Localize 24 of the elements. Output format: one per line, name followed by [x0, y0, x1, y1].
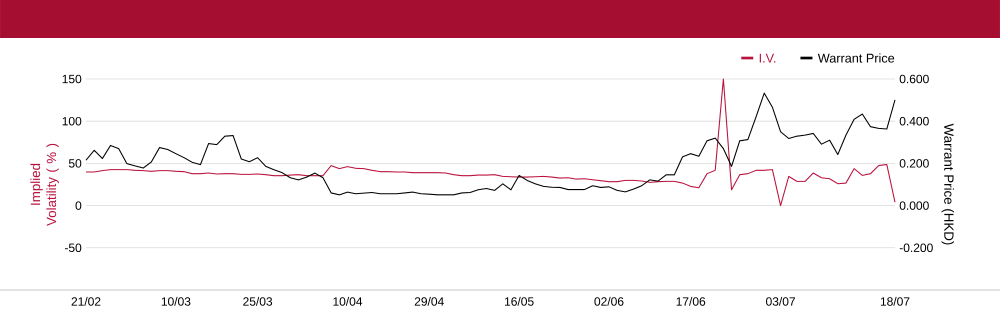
- y2-tick-label: 0.600: [900, 74, 929, 84]
- y2-tick-label: 0.200: [900, 159, 929, 168]
- y2-axis-title: Warrant Price (HKD): [942, 124, 954, 245]
- x-tick-label: 25/03: [243, 296, 272, 306]
- legend-label: I.V.: [760, 54, 776, 63]
- x-tick-label: 29/04: [414, 296, 444, 306]
- y2-tick-label: 0.000: [900, 201, 929, 210]
- x-tick-label: 18/07: [880, 296, 910, 306]
- y-tick-label: 0: [76, 201, 82, 210]
- y2-tick-label: 0.400: [900, 116, 929, 126]
- y-tick-label: 150: [62, 74, 82, 84]
- x-tick-label: 10/03: [162, 296, 190, 306]
- y-tick-label: 50: [68, 159, 82, 168]
- x-tick-label: 17/06: [676, 296, 706, 306]
- x-tick-label: 02/06: [594, 296, 624, 306]
- legend-label: Warrant Price: [818, 53, 894, 63]
- x-tick-label: 10/04: [333, 296, 362, 306]
- y-axis-title: Implied Volatility ( % ): [30, 144, 59, 226]
- x-tick-label: 21/02: [72, 296, 100, 306]
- x-tick-label: 03/07: [766, 296, 795, 306]
- y-tick-label: 100: [62, 116, 82, 126]
- x-tick-label: 16/05: [505, 296, 534, 306]
- y-tick-label: -50: [64, 244, 82, 252]
- y2-tick-label: -0.200: [900, 244, 933, 252]
